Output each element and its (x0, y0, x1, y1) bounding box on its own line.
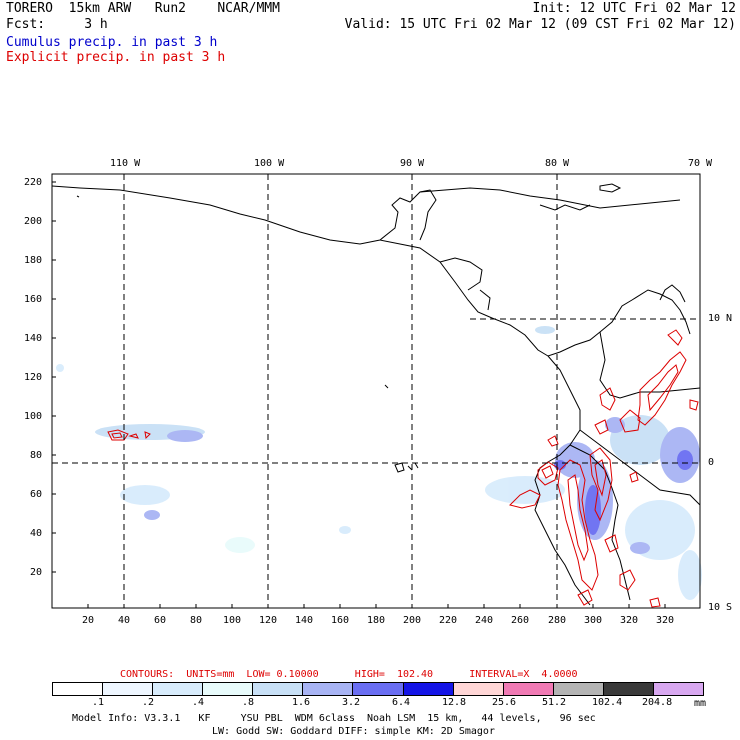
x-tick-label: 80 (190, 615, 203, 626)
plot-frame (51, 173, 701, 609)
x-tick-label: 180 (367, 615, 386, 626)
legend-explicit-precip: Explicit precip. in past 3 h (6, 50, 226, 65)
lon-label-100w: 100 W (254, 158, 285, 169)
y-tick-label: 160 (24, 294, 43, 305)
colorbar-label: 25.6 (492, 697, 517, 708)
x-tick-label: 120 (259, 615, 278, 626)
x-tick-label: 320 (656, 615, 675, 626)
lat-label-0: 0 (708, 457, 715, 468)
y-ticks (52, 181, 56, 573)
x-tick-label: 320 (620, 615, 639, 626)
legend-cumulus-precip: Cumulus precip. in past 3 h (6, 35, 218, 50)
y-tick-label: 140 (24, 333, 43, 344)
colorbar-label: .4 (192, 697, 205, 708)
colorbar-swatch (202, 683, 253, 695)
x-tick-label: 220 (439, 615, 458, 626)
x-tick-label: 40 (118, 615, 131, 626)
colorbar-swatch (602, 683, 653, 695)
colorbar-swatch (53, 683, 103, 695)
y-tick-label: 220 (24, 177, 43, 188)
x-tick-label: 140 (295, 615, 314, 626)
colorbar-swatch (652, 683, 704, 695)
x-tick-label: 300 (584, 615, 603, 626)
y-tick-label: 40 (30, 528, 43, 539)
explicit-precip-contours (107, 329, 699, 608)
colorbar-label: 3.2 (342, 697, 361, 708)
lon-label-80w: 80 W (545, 158, 570, 169)
contour-info: CONTOURS: UNITS=mm LOW= 0.10000 HIGH= 10… (120, 669, 578, 680)
colorbar-label: .2 (142, 697, 155, 708)
y-tick-label: 180 (24, 255, 43, 266)
colorbar-swatch (452, 683, 503, 695)
colorbar-swatch (252, 683, 303, 695)
x-tick-label: 260 (511, 615, 530, 626)
header-model-title: TORERO 15km ARW Run2 NCAR/MMM (6, 1, 280, 16)
x-tick-label: 160 (331, 615, 350, 626)
colorbar-swatch (102, 683, 153, 695)
x-tick-label: 60 (154, 615, 167, 626)
colorbar-label: 12.8 (442, 697, 467, 708)
colorbar-swatch (502, 683, 553, 695)
colorbar-swatch (302, 683, 353, 695)
footer-model-info: Model Info: V3.3.1 KF YSU PBL WDM 6class… (72, 713, 596, 724)
y-tick-label: 200 (24, 216, 43, 227)
lon-label-110w: 110 W (110, 158, 141, 169)
x-tick-label: 280 (548, 615, 567, 626)
x-tick-label: 240 (475, 615, 494, 626)
colorbar-label: 51.2 (542, 697, 567, 708)
colorbar-labels: .1 .2 .4 .8 1.6 3.2 6.4 12.8 25.6 51.2 102.4 204.8 (52, 696, 702, 708)
colorbar-swatch (402, 683, 453, 695)
header-forecast-hour: Fcst: 3 h (6, 17, 108, 32)
coastlines (51, 183, 701, 606)
colorbar-swatch (552, 683, 603, 695)
lat-lon-grid (52, 174, 700, 608)
x-tick-label: 20 (82, 615, 95, 626)
y-tick-label: 60 (30, 489, 43, 500)
colorbar-label: 204.8 (642, 697, 673, 708)
lon-label-70w: 70 W (688, 158, 713, 169)
colorbar-swatch (152, 683, 203, 695)
x-tick-label: 100 (223, 615, 242, 626)
colorbar-label: 102.4 (592, 697, 623, 708)
colorbar-label: 6.4 (392, 697, 411, 708)
precip-shading (56, 326, 702, 600)
colorbar (52, 682, 704, 696)
x-ticks (87, 604, 666, 608)
colorbar-unit: mm (694, 698, 707, 709)
colorbar-label: .8 (242, 697, 255, 708)
colorbar-swatch (352, 683, 403, 695)
y-tick-label: 100 (24, 411, 43, 422)
y-tick-label: 20 (30, 567, 43, 578)
header-valid-time: Valid: 15 UTC Fri 02 Mar 12 (09 CST Fri … (344, 17, 736, 32)
lon-label-90w: 90 W (400, 158, 425, 169)
footer-physics-info: LW: Godd SW: Goddard DIFF: simple KM: 2D… (212, 726, 495, 737)
header-init-time: Init: 12 UTC Fri 02 Mar 12 (532, 1, 737, 16)
lat-label-10s: 10 S (708, 602, 733, 613)
lat-label-10n: 10 N (708, 313, 733, 324)
y-tick-label: 80 (30, 450, 43, 461)
colorbar-label: .1 (92, 697, 105, 708)
colorbar-label: 1.6 (292, 697, 311, 708)
x-tick-label: 200 (403, 615, 422, 626)
y-tick-label: 120 (24, 372, 43, 383)
